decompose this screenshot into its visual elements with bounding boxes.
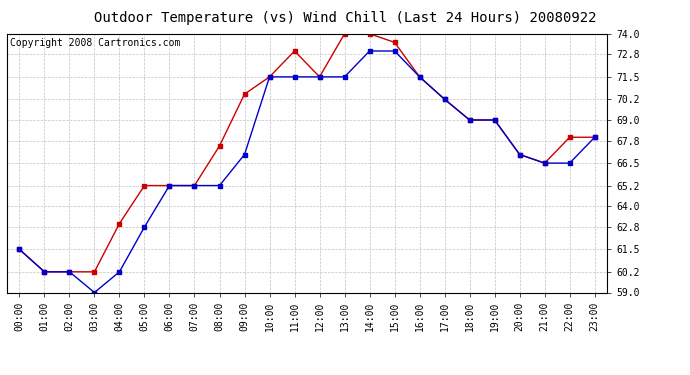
Text: Outdoor Temperature (vs) Wind Chill (Last 24 Hours) 20080922: Outdoor Temperature (vs) Wind Chill (Las…: [94, 11, 596, 25]
Text: Copyright 2008 Cartronics.com: Copyright 2008 Cartronics.com: [10, 38, 180, 48]
